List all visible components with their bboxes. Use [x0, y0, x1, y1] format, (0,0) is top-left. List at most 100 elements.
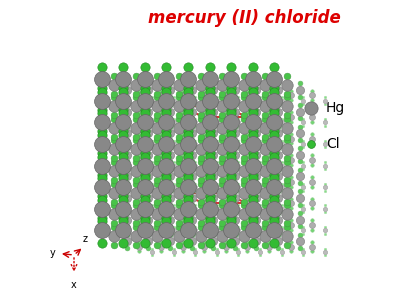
Point	[250, 89, 256, 94]
Point	[154, 125, 161, 130]
Point	[235, 206, 242, 211]
Point	[322, 120, 328, 125]
Point	[300, 102, 306, 106]
Point	[300, 246, 306, 251]
Point	[136, 110, 143, 115]
Point	[142, 228, 148, 233]
Text: z: z	[83, 234, 88, 244]
Point	[188, 81, 195, 86]
Point	[197, 104, 204, 109]
Point	[296, 152, 303, 157]
Point	[136, 163, 143, 167]
Point	[145, 189, 152, 194]
Point	[300, 95, 306, 100]
Point	[257, 185, 263, 190]
Point	[170, 228, 177, 233]
Point	[219, 212, 226, 217]
Point	[228, 142, 234, 146]
Point	[158, 115, 164, 119]
Point	[322, 142, 328, 146]
Point	[206, 151, 213, 155]
Point	[185, 129, 191, 134]
Point	[154, 169, 161, 173]
Point	[111, 242, 118, 247]
Point	[214, 210, 220, 214]
Point	[120, 107, 126, 112]
Point	[145, 137, 152, 142]
Point	[120, 194, 126, 199]
Point	[210, 94, 216, 99]
Point	[206, 176, 213, 181]
Point	[287, 223, 294, 227]
Point	[241, 116, 247, 121]
Point	[120, 64, 126, 69]
Point	[158, 244, 164, 249]
Point	[271, 151, 278, 155]
Point	[278, 142, 285, 146]
Point	[197, 224, 204, 229]
Point	[188, 103, 195, 107]
Point	[278, 102, 285, 106]
Point	[322, 123, 328, 128]
Point	[235, 231, 242, 236]
Point	[253, 94, 260, 99]
Point	[142, 197, 148, 202]
Point	[149, 123, 155, 128]
Point	[154, 221, 161, 226]
Point	[163, 185, 170, 190]
Point	[136, 206, 143, 211]
Point	[111, 138, 118, 143]
Point	[222, 179, 229, 184]
Point	[235, 182, 242, 186]
Point	[158, 153, 164, 158]
Point	[214, 120, 220, 125]
Point	[170, 182, 177, 186]
Point	[170, 98, 177, 103]
Point	[262, 212, 269, 217]
Point	[296, 131, 303, 136]
Point	[149, 142, 155, 146]
Point	[250, 151, 256, 155]
Point	[296, 245, 303, 250]
Point	[250, 206, 256, 211]
Point	[262, 116, 269, 121]
Point	[322, 145, 328, 150]
Point	[244, 196, 250, 201]
Point	[253, 146, 260, 151]
Point	[275, 131, 281, 136]
Point	[278, 123, 285, 128]
Point	[197, 95, 204, 100]
Point	[149, 231, 155, 236]
Point	[206, 98, 213, 103]
Point	[219, 134, 226, 139]
Point	[142, 111, 148, 116]
Point	[232, 88, 238, 92]
Point	[228, 185, 234, 190]
Point	[120, 241, 126, 245]
Point	[309, 175, 315, 179]
Point	[158, 218, 164, 223]
Point	[180, 141, 186, 146]
Point	[222, 110, 229, 115]
Point	[163, 64, 170, 69]
Point	[136, 223, 143, 227]
Point	[275, 88, 281, 92]
Point	[287, 196, 294, 201]
Point	[163, 228, 170, 233]
Text: Hg: Hg	[326, 101, 345, 115]
Point	[201, 223, 208, 227]
Point	[188, 189, 195, 194]
Point	[257, 206, 263, 211]
Point	[241, 169, 247, 173]
Point	[170, 160, 177, 165]
Point	[278, 185, 285, 190]
Point	[271, 77, 278, 82]
Point	[250, 215, 256, 220]
Point	[180, 131, 186, 136]
Point	[266, 244, 272, 249]
Point	[232, 159, 238, 164]
Point	[142, 98, 148, 103]
Point	[250, 107, 256, 112]
Point	[296, 159, 303, 164]
Point	[322, 225, 328, 230]
